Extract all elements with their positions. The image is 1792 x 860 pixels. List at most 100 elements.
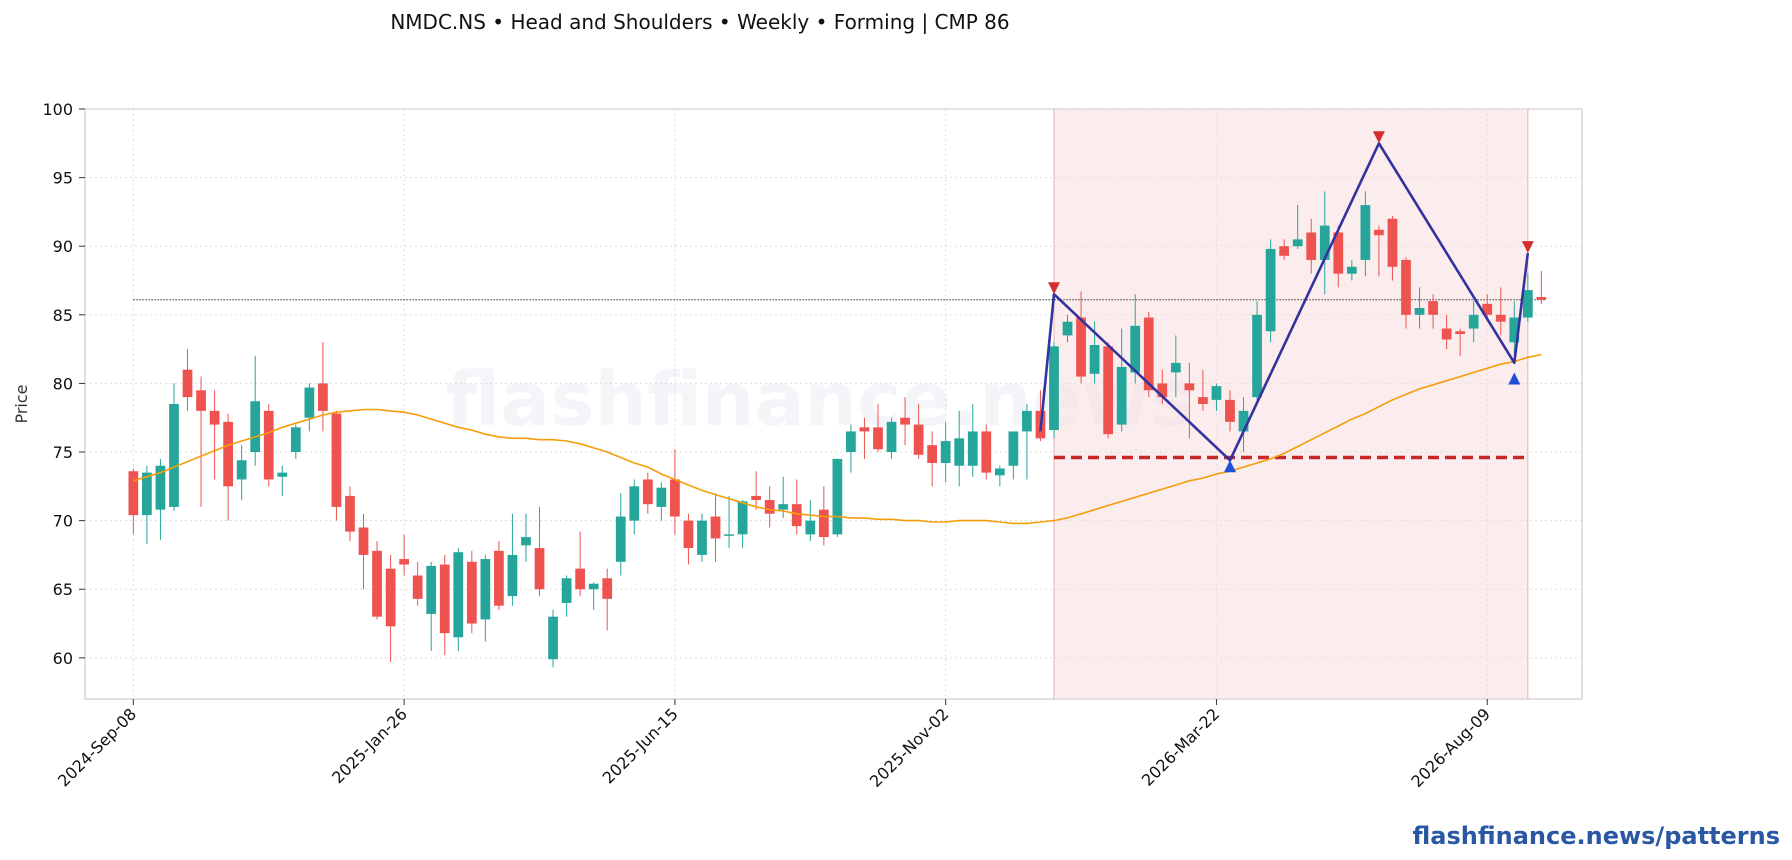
candle-body bbox=[1225, 399, 1235, 422]
candle-body bbox=[588, 583, 599, 590]
peak-marker bbox=[1047, 282, 1060, 295]
candle-body bbox=[846, 431, 856, 453]
y-axis-label: Price bbox=[12, 384, 31, 423]
candle-body bbox=[1089, 345, 1100, 374]
y-tick-label: 95 bbox=[53, 169, 73, 188]
candle-body bbox=[223, 421, 233, 487]
candle-body bbox=[1238, 410, 1249, 432]
candle-body bbox=[1143, 317, 1154, 391]
candle-body bbox=[602, 578, 613, 599]
candle-body bbox=[263, 410, 274, 480]
candle-body bbox=[1428, 301, 1438, 315]
candle-body bbox=[778, 504, 789, 510]
candle-body bbox=[304, 387, 315, 418]
candle-body bbox=[697, 520, 707, 555]
candle-body bbox=[169, 404, 179, 507]
candle-body bbox=[1414, 307, 1425, 315]
candle-body bbox=[900, 417, 910, 425]
candle-body bbox=[629, 486, 640, 521]
candle-body bbox=[954, 438, 965, 466]
candle-body bbox=[182, 369, 193, 398]
candle-body bbox=[128, 471, 139, 516]
peak-marker bbox=[1521, 241, 1534, 254]
candle-body bbox=[1333, 232, 1344, 274]
candle-body bbox=[1116, 366, 1127, 425]
candle-body bbox=[913, 424, 924, 455]
candle-body bbox=[250, 401, 261, 453]
candle-body bbox=[142, 472, 152, 516]
candle-body bbox=[710, 516, 721, 539]
candle-body bbox=[575, 568, 586, 590]
candle-body bbox=[358, 527, 369, 555]
candle-body bbox=[1292, 239, 1303, 247]
candle-body bbox=[1306, 232, 1317, 260]
candle-body bbox=[372, 550, 382, 617]
x-tick-label: 2025-Jun-15 bbox=[599, 704, 682, 787]
peak-marker bbox=[1372, 131, 1385, 144]
candle-body bbox=[615, 516, 626, 562]
candle-body bbox=[561, 578, 572, 603]
candle-body bbox=[1482, 303, 1493, 315]
candle-body bbox=[1495, 314, 1506, 322]
candle-body bbox=[1076, 317, 1086, 377]
y-tick-label: 90 bbox=[53, 237, 73, 256]
y-tick-label: 80 bbox=[53, 374, 73, 393]
candle-body bbox=[494, 550, 504, 606]
candle-body bbox=[439, 564, 450, 634]
candle-body bbox=[290, 427, 301, 453]
candle-body bbox=[1455, 331, 1466, 335]
trough-marker bbox=[1508, 372, 1521, 385]
candle-body bbox=[1062, 321, 1073, 336]
candle-body bbox=[318, 383, 328, 411]
candle-body bbox=[1360, 205, 1371, 260]
candle-body bbox=[818, 509, 829, 538]
candle-body bbox=[1022, 410, 1032, 432]
x-tick-label: 2024-Sep-08 bbox=[54, 704, 140, 790]
chart-title: NMDC.NS • Head and Shoulders • Weekly • … bbox=[390, 10, 1009, 34]
candle-body bbox=[1387, 218, 1398, 267]
candle-body bbox=[507, 554, 518, 597]
pattern-region bbox=[1053, 109, 1528, 699]
candle-body bbox=[805, 520, 816, 535]
x-tick-label: 2026-Mar-22 bbox=[1138, 704, 1223, 789]
moving-average-line bbox=[133, 353, 1542, 525]
candle-body bbox=[1346, 266, 1357, 274]
candle-body bbox=[1130, 325, 1141, 373]
candle-body bbox=[1401, 259, 1411, 315]
candle-body bbox=[1536, 296, 1547, 300]
reference-lines-layer bbox=[133, 299, 1547, 460]
candle-body bbox=[994, 468, 1005, 476]
candle-body bbox=[331, 413, 342, 507]
candle-body bbox=[1468, 314, 1479, 329]
footer-url: flashfinance.news/patterns bbox=[1412, 822, 1780, 850]
y-tick-label: 65 bbox=[53, 580, 73, 599]
candle-body bbox=[345, 495, 355, 532]
candle-body bbox=[751, 495, 762, 501]
candle-body bbox=[764, 500, 775, 514]
trough-marker bbox=[1223, 460, 1236, 473]
candle-body bbox=[1509, 317, 1520, 343]
candle-body bbox=[940, 441, 951, 463]
candle-body bbox=[981, 431, 992, 473]
x-tick-label: 2026-Aug-09 bbox=[1407, 704, 1494, 791]
candle-body bbox=[1279, 246, 1290, 256]
candle-body bbox=[1008, 431, 1019, 466]
candle-body bbox=[791, 504, 802, 527]
y-tick-label: 75 bbox=[53, 443, 73, 462]
candle-body bbox=[412, 575, 423, 599]
candle-body bbox=[385, 568, 396, 627]
candle-body bbox=[1103, 346, 1114, 435]
candle-body bbox=[196, 390, 206, 411]
candle-body bbox=[1049, 346, 1059, 431]
pattern-layer bbox=[1039, 131, 1534, 473]
candle-body bbox=[832, 458, 843, 535]
candle-body bbox=[277, 472, 288, 477]
candle-body bbox=[548, 616, 558, 660]
candle-body bbox=[967, 431, 978, 466]
candle-body bbox=[724, 534, 734, 536]
candle-body bbox=[1198, 397, 1208, 404]
candle-body bbox=[480, 559, 491, 620]
candle-body bbox=[670, 479, 680, 517]
pattern-region-layer bbox=[1053, 109, 1529, 699]
y-tick-label: 60 bbox=[53, 649, 73, 668]
